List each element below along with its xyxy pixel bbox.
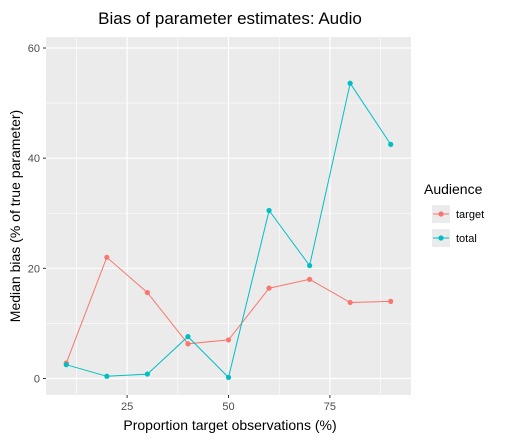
data-point-total — [266, 207, 272, 214]
data-point-target — [266, 285, 272, 291]
data-point-total — [347, 80, 353, 86]
y-tick-label: 40 — [28, 153, 40, 165]
data-point-total — [185, 334, 191, 340]
y-axis: 0 20 40 60 — [28, 43, 46, 385]
data-point-total — [307, 262, 313, 269]
legend-title: Audience — [424, 181, 483, 197]
y-tick-label: 20 — [28, 263, 40, 275]
series-layer — [63, 80, 394, 380]
legend-items: target total — [432, 205, 484, 247]
y-tick-label: 60 — [28, 43, 40, 55]
data-point-target — [347, 299, 353, 306]
data-point-target — [307, 276, 313, 282]
data-point-target — [225, 337, 232, 343]
data-point-target — [388, 298, 394, 304]
legend-label-total: total — [456, 233, 477, 245]
data-point-total — [104, 373, 110, 379]
data-point-total — [63, 362, 69, 368]
x-tick-label: 25 — [121, 401, 133, 413]
y-axis-title: Median bias (% of true parameter) — [7, 110, 23, 322]
data-point-total — [144, 371, 150, 377]
legend: Audience target total — [424, 181, 484, 247]
y-tick-label: 0 — [34, 373, 40, 385]
data-point-target — [144, 289, 150, 296]
legend-label-target: target — [456, 209, 484, 221]
data-point-total — [225, 374, 232, 380]
x-axis: 25 50 75 — [121, 395, 336, 413]
x-tick-label: 50 — [222, 401, 234, 413]
data-point-target — [185, 341, 191, 347]
data-point-total — [388, 141, 394, 147]
x-tick-label: 75 — [324, 401, 336, 413]
legend-key-point-total — [438, 235, 444, 241]
x-axis-title: Proportion target observations (%) — [123, 417, 336, 433]
legend-key-point-target — [438, 211, 444, 217]
data-point-target — [104, 254, 110, 260]
chart-title: Bias of parameter estimates: Audio — [98, 9, 362, 28]
